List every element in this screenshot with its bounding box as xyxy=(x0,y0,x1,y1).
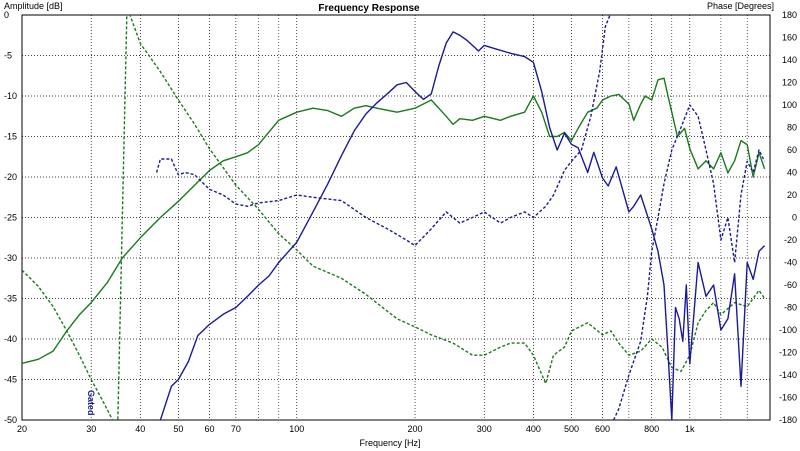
x-tick-label: 400 xyxy=(526,424,541,434)
y-left-tick-label: -30 xyxy=(4,253,17,263)
y-right-tick-label: -80 xyxy=(784,303,797,313)
y-right-tick-label: 140 xyxy=(782,55,797,65)
x-tick-label: 200 xyxy=(408,424,423,434)
x-tick-label: 40 xyxy=(135,424,145,434)
x-tick-label: 800 xyxy=(644,424,659,434)
series-line-4 xyxy=(155,15,611,247)
y-left-tick-label: -50 xyxy=(4,415,17,425)
y-right-tick-label: 80 xyxy=(787,123,797,133)
y-left-tick-label: -5 xyxy=(4,51,12,61)
x-tick-label: 300 xyxy=(477,424,492,434)
y-left-tick-label: -35 xyxy=(4,294,17,304)
plot-area xyxy=(21,14,771,421)
series-line-4 xyxy=(612,104,766,420)
y-left-tick-label: -15 xyxy=(4,132,17,142)
x-axis-label: Frequency [Hz] xyxy=(359,438,420,448)
y-right-tick-label: -40 xyxy=(784,258,797,268)
y-left-axis-label: Amplitude [dB] xyxy=(4,1,63,11)
x-tick-label: 70 xyxy=(231,424,241,434)
gated-annotation: Gated xyxy=(86,390,96,416)
y-left-tick-label: -40 xyxy=(4,334,17,344)
y-left-tick-label: -45 xyxy=(4,375,17,385)
y-right-tick-label: 40 xyxy=(787,168,797,178)
x-tick-label: 1k xyxy=(685,424,695,434)
chart-title: Frequency Response xyxy=(318,3,420,14)
y-right-tick-label: -120 xyxy=(779,348,797,358)
x-tick-label: 30 xyxy=(86,424,96,434)
series-line-1 xyxy=(22,77,766,364)
y-right-tick-label: -160 xyxy=(779,393,797,403)
y-right-tick-label: 180 xyxy=(782,10,797,20)
y-right-tick-label: 60 xyxy=(787,145,797,155)
series-layer xyxy=(22,15,766,420)
y-right-tick-label: -60 xyxy=(784,280,797,290)
y-right-tick-label: 0 xyxy=(792,213,797,223)
y-right-tick-label: -20 xyxy=(784,235,797,245)
y-right-tick-label: 100 xyxy=(782,100,797,110)
x-tick-label: 100 xyxy=(289,424,304,434)
x-tick-label: 500 xyxy=(564,424,579,434)
y-right-tick-label: 20 xyxy=(787,190,797,200)
y-right-tick-label: 160 xyxy=(782,33,797,43)
x-tick-label: 50 xyxy=(173,424,183,434)
y-right-tick-label: -100 xyxy=(779,325,797,335)
x-tick-label: 20 xyxy=(17,424,27,434)
y-right-tick-label: 120 xyxy=(782,78,797,88)
y-left-tick-label: 0 xyxy=(4,10,9,20)
y-right-axis-label: Phase [Degrees] xyxy=(707,1,774,11)
series-line-3 xyxy=(159,31,766,420)
series-line-2 xyxy=(22,15,766,420)
x-tick-label: 60 xyxy=(205,424,215,434)
y-left-tick-label: -20 xyxy=(4,172,17,182)
y-right-tick-label: -140 xyxy=(779,370,797,380)
y-right-tick-label: -180 xyxy=(779,415,797,425)
y-left-tick-label: -10 xyxy=(4,91,17,101)
axes-labels: 20 30 40 50 60 70 100 200 300 400 500 600 800 1k0-5-1… xyxy=(4,10,797,434)
y-left-tick-label: -25 xyxy=(4,213,17,223)
x-tick-label: 600 xyxy=(595,424,610,434)
